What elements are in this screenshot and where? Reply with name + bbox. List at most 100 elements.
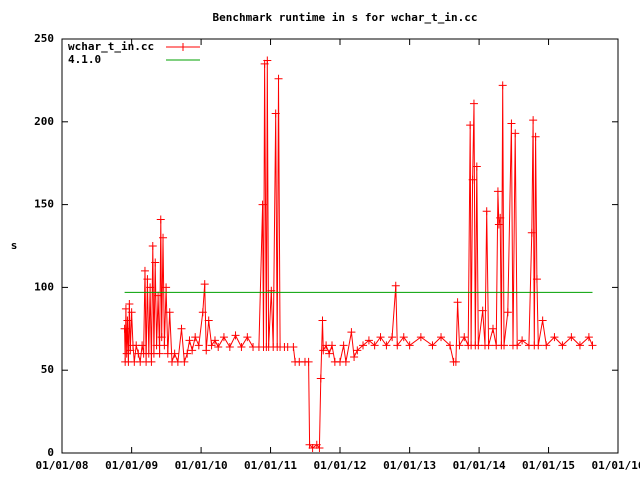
point-marker (148, 242, 157, 250)
plot-border (61, 38, 619, 454)
point-marker (308, 444, 317, 453)
point-marker (382, 341, 391, 350)
legend-label: 4.1.0 (68, 53, 101, 66)
x-tick-label: 01/01/14 (453, 459, 506, 472)
point-marker (156, 215, 165, 224)
series-line (124, 60, 593, 450)
point-marker (405, 341, 414, 350)
point-marker (159, 233, 168, 242)
point-marker (143, 275, 152, 284)
point-marker (511, 129, 520, 138)
point-marker (575, 341, 584, 350)
point-marker (319, 346, 328, 355)
point-marker (219, 333, 228, 342)
point-marker (318, 316, 327, 325)
y-tick-label: 150 (34, 198, 54, 211)
point-marker (513, 341, 522, 350)
point-marker (315, 444, 324, 453)
y-tick-label: 250 (34, 32, 54, 45)
point-marker (518, 336, 527, 345)
point-marker (370, 341, 379, 350)
point-marker (531, 132, 540, 141)
point-marker (271, 109, 280, 118)
point-marker (325, 349, 334, 358)
point-marker (157, 333, 166, 342)
point-marker (350, 352, 359, 361)
point-marker (121, 304, 130, 313)
point-marker (503, 308, 512, 317)
point-marker (455, 341, 464, 350)
point-marker (152, 341, 161, 350)
point-marker (125, 299, 134, 308)
x-tick-label: 01/01/12 (314, 459, 367, 472)
point-marker (453, 298, 462, 307)
point-marker (214, 343, 223, 352)
point-marker (267, 286, 276, 295)
point-marker (584, 333, 593, 342)
point-marker (180, 357, 189, 366)
point-marker (151, 258, 160, 267)
point-marker (468, 175, 477, 184)
point-marker (243, 333, 252, 342)
point-marker (198, 308, 207, 317)
point-marker (542, 341, 551, 350)
point-marker (225, 343, 234, 352)
point-marker (120, 324, 129, 333)
point-marker (274, 74, 283, 83)
y-tick-label: 100 (34, 280, 54, 293)
point-marker (428, 341, 437, 350)
point-marker (155, 349, 164, 358)
point-marker (376, 333, 385, 342)
point-marker (507, 119, 516, 128)
x-tick-label: 01/01/13 (383, 459, 436, 472)
point-marker (567, 333, 576, 342)
point-marker (185, 336, 194, 345)
point-marker (399, 333, 408, 342)
point-marker (170, 349, 179, 358)
point-marker (393, 341, 402, 350)
point-marker (165, 308, 174, 317)
point-marker (304, 357, 313, 366)
point-marker (183, 349, 192, 358)
point-marker (289, 343, 298, 352)
x-tick-label: 01/01/15 (522, 459, 575, 472)
point-marker (126, 346, 135, 355)
point-marker (231, 331, 240, 340)
point-marker (388, 333, 397, 342)
legend-marker (179, 43, 187, 51)
point-marker (534, 341, 543, 350)
point-marker (478, 306, 487, 315)
chart-title: Benchmark runtime in s for wchar_t_in.cc (213, 11, 478, 24)
point-marker (529, 116, 538, 125)
point-marker (482, 207, 491, 216)
x-tick-label: 01/01/16 (592, 459, 640, 472)
point-marker (550, 333, 559, 342)
point-marker (416, 333, 425, 342)
point-marker (500, 341, 509, 350)
point-marker (558, 341, 567, 350)
y-tick-label: 50 (41, 363, 54, 376)
point-marker (469, 99, 478, 108)
point-marker (391, 281, 400, 290)
point-marker (339, 341, 348, 350)
point-marker (328, 341, 337, 350)
x-tick-label: 01/01/11 (244, 459, 297, 472)
point-marker (200, 280, 209, 289)
point-marker (258, 200, 267, 209)
point-marker (353, 346, 362, 355)
point-marker (122, 349, 131, 358)
point-marker (123, 316, 132, 325)
point-marker (498, 81, 507, 90)
point-marker (162, 283, 171, 292)
point-marker (341, 357, 350, 366)
point-marker (484, 341, 493, 350)
point-marker (140, 266, 149, 275)
y-tick-label: 200 (34, 115, 54, 128)
point-marker (472, 162, 481, 171)
point-marker (202, 346, 211, 355)
point-marker (532, 275, 541, 284)
point-marker (494, 220, 503, 229)
x-tick-label: 01/01/10 (175, 459, 228, 472)
point-marker (316, 374, 325, 383)
